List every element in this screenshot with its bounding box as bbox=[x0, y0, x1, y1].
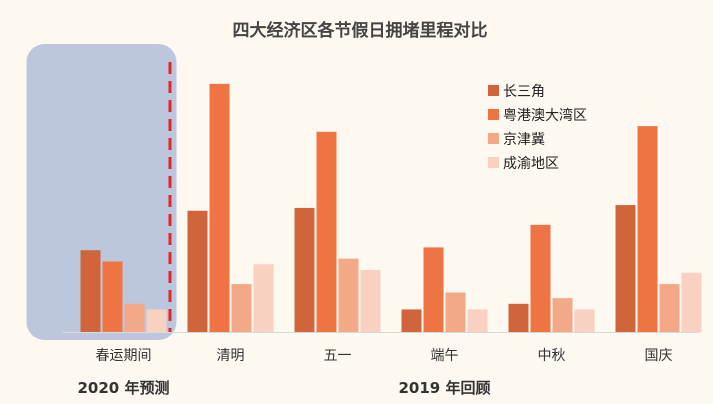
bar-清明-成渝地区 bbox=[253, 264, 274, 332]
bar-中秋-京津冀 bbox=[552, 298, 573, 332]
legend-swatch bbox=[488, 85, 499, 96]
forecast-highlight-box bbox=[26, 44, 177, 340]
legend-label: 粤港澳大湾区 bbox=[503, 107, 587, 124]
bar-中秋-成渝地区 bbox=[574, 309, 595, 332]
legend-label: 长三角 bbox=[503, 84, 545, 100]
legend-swatch bbox=[488, 133, 499, 144]
bar-春运期间-长三角 bbox=[80, 250, 101, 332]
bar-五一-长三角 bbox=[294, 207, 315, 332]
x-tick-label: 清明 bbox=[217, 348, 245, 364]
group-labels: 2020 年预测 2019 年回顾 bbox=[78, 379, 491, 397]
bar-五一-粤港澳大湾区 bbox=[316, 131, 337, 332]
x-tick-label: 国庆 bbox=[645, 348, 673, 364]
bar-清明-长三角 bbox=[187, 210, 208, 332]
bar-中秋-粤港澳大湾区 bbox=[530, 224, 551, 332]
bar-春运期间-粤港澳大湾区 bbox=[102, 261, 123, 332]
bar-国庆-粤港澳大湾区 bbox=[637, 126, 658, 332]
bar-国庆-京津冀 bbox=[659, 284, 680, 332]
bar-春运期间-成渝地区 bbox=[146, 309, 167, 332]
bar-五一-京津冀 bbox=[338, 258, 359, 332]
bar-国庆-成渝地区 bbox=[681, 272, 702, 332]
x-tick-label: 春运期间 bbox=[96, 348, 152, 364]
legend-label: 京津冀 bbox=[503, 132, 545, 148]
x-tick-label: 五一 bbox=[324, 348, 352, 364]
legend-swatch bbox=[488, 157, 499, 168]
bar-国庆-长三角 bbox=[615, 205, 636, 332]
bar-中秋-长三角 bbox=[508, 303, 529, 332]
legend-swatch bbox=[488, 109, 499, 120]
legend-label: 成渝地区 bbox=[503, 156, 559, 172]
chart-title: 四大经济区各节假日拥堵里程对比 bbox=[233, 20, 488, 41]
x-tick-label: 端午 bbox=[431, 348, 459, 364]
bar-清明-粤港澳大湾区 bbox=[209, 83, 230, 332]
bars-layer bbox=[80, 83, 702, 332]
bar-端午-粤港澳大湾区 bbox=[423, 247, 444, 332]
bar-春运期间-京津冀 bbox=[124, 303, 145, 332]
bar-端午-京津冀 bbox=[445, 292, 466, 332]
x-tick-labels: 春运期间 清明 五一 端午 中秋 国庆 bbox=[96, 348, 673, 364]
bar-清明-京津冀 bbox=[231, 284, 252, 332]
group-label: 2020 年预测 bbox=[78, 379, 170, 397]
x-tick-label: 中秋 bbox=[538, 348, 566, 364]
bar-五一-成渝地区 bbox=[360, 269, 381, 332]
group-label: 2019 年回顾 bbox=[399, 379, 491, 397]
bar-端午-长三角 bbox=[401, 309, 422, 332]
bar-端午-成渝地区 bbox=[467, 309, 488, 332]
